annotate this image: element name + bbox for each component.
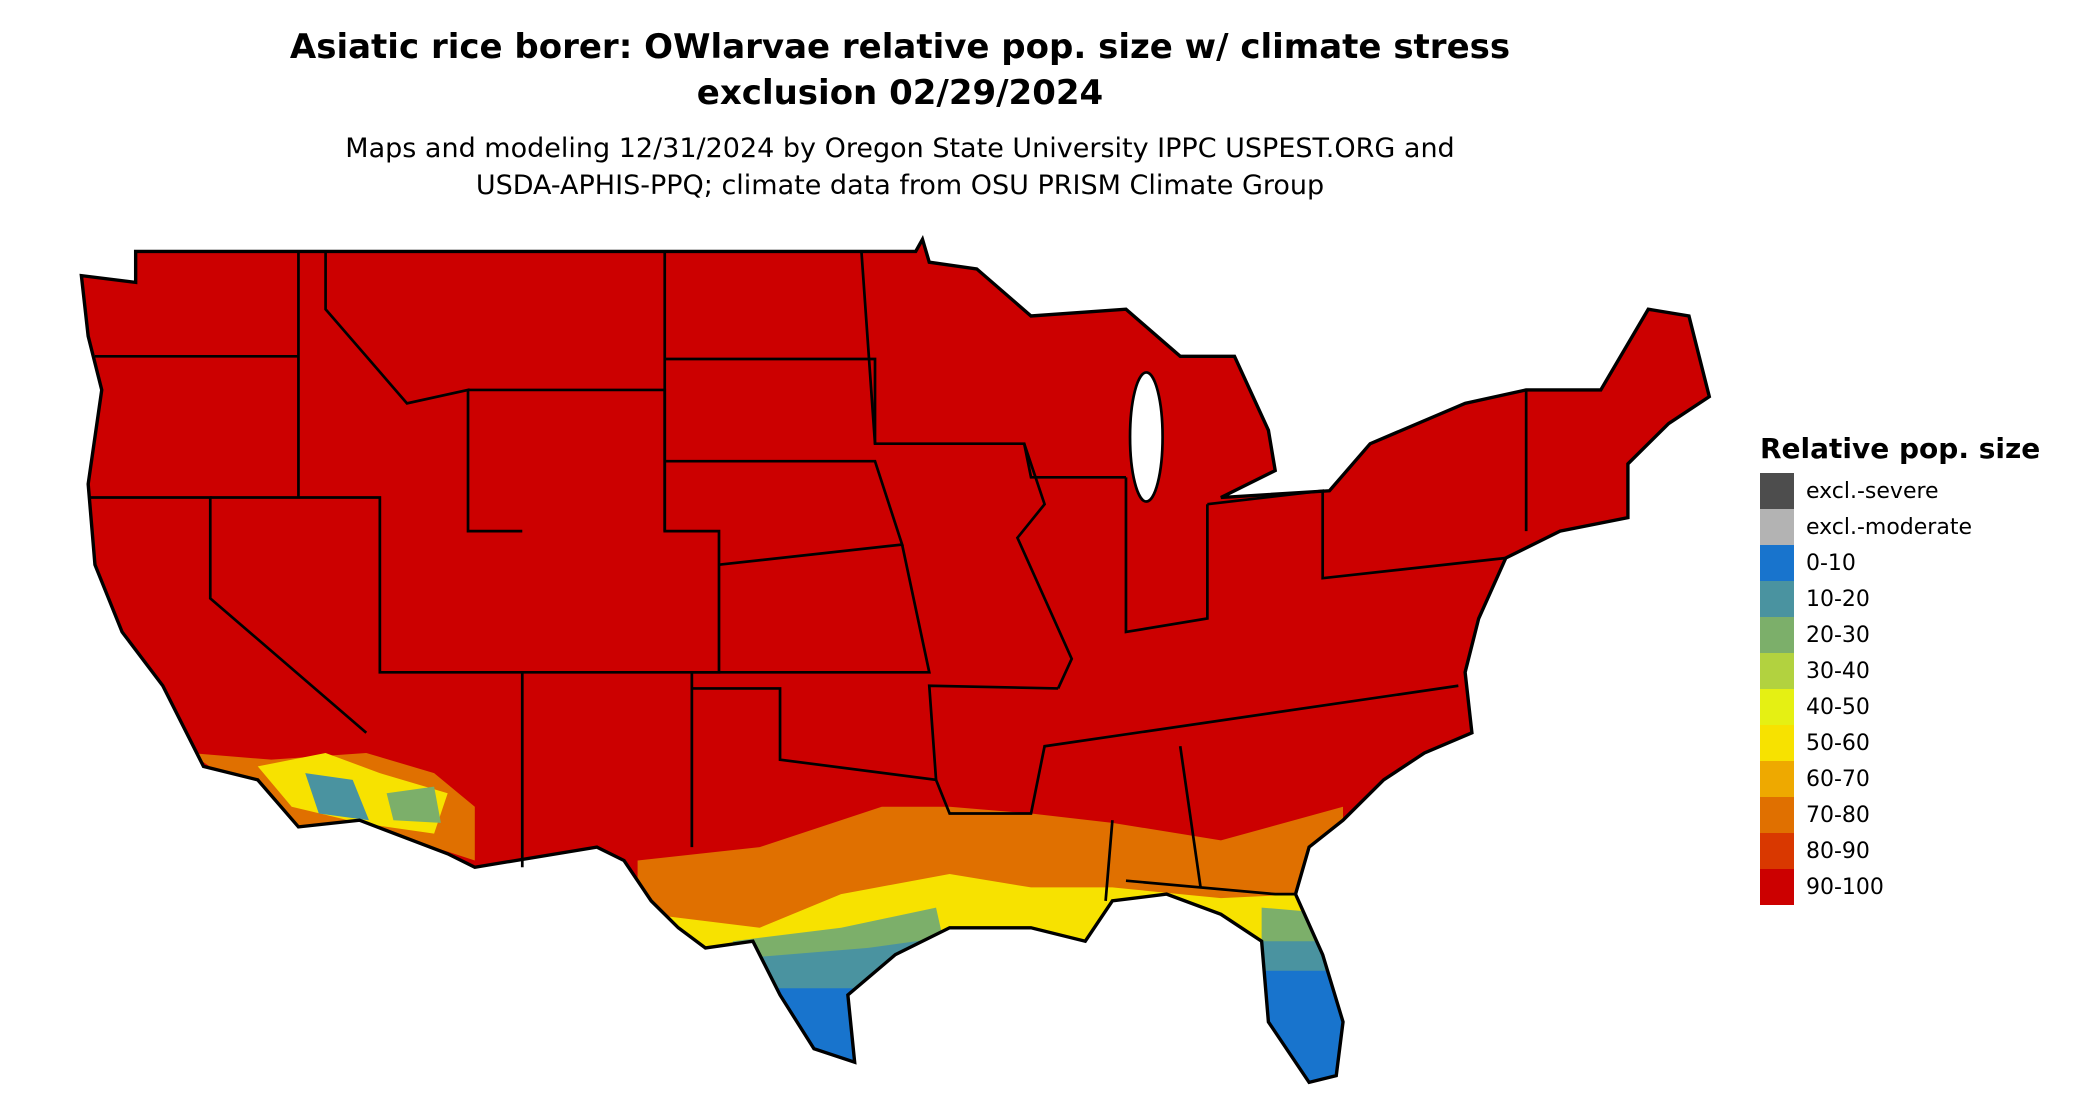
zone-sw-20-30 (386, 786, 441, 823)
legend-item: 50-60 (1760, 725, 2040, 761)
legend-label: 10-20 (1806, 586, 1870, 612)
legend-item: excl.-severe (1760, 473, 2040, 509)
legend-swatch (1760, 581, 1794, 617)
legend-swatch (1760, 689, 1794, 725)
legend-item: 70-80 (1760, 797, 2040, 833)
legend-label: 70-80 (1806, 802, 1870, 828)
legend-item: 0-10 (1760, 545, 2040, 581)
legend-swatch (1760, 833, 1794, 869)
legend-item: excl.-moderate (1760, 509, 2040, 545)
legend-swatch (1760, 545, 1794, 581)
legend-swatch (1760, 725, 1794, 761)
zone-sw-10-20 (305, 773, 369, 821)
zone-90-100 (81, 239, 1710, 1083)
zone-10-20 (752, 938, 937, 998)
legend-item: 20-30 (1760, 617, 2040, 653)
map-subtitle-line1: Maps and modeling 12/31/2024 by Oregon S… (345, 133, 1455, 164)
legend-swatch (1760, 761, 1794, 797)
map-title-line2: exclusion 02/29/2024 (696, 73, 1104, 113)
legend-label: excl.-severe (1806, 478, 1939, 504)
legend-item: 60-70 (1760, 761, 2040, 797)
legend-item: 10-20 (1760, 581, 2040, 617)
state-borders (88, 251, 1528, 901)
legend-swatch (1760, 653, 1794, 689)
legend-swatch (1760, 509, 1794, 545)
legend-title: Relative pop. size (1760, 432, 2041, 465)
legend-label: 20-30 (1806, 622, 1870, 648)
map-title-line1: Asiatic rice borer: OWlarvae relative po… (289, 27, 1511, 67)
legend-label: excl.-moderate (1806, 514, 1972, 540)
legend-swatch (1760, 797, 1794, 833)
legend-label: 50-60 (1806, 730, 1870, 756)
legend-item: 30-40 (1760, 653, 2040, 689)
legend-label: 90-100 (1806, 874, 1884, 900)
legend-swatch (1760, 617, 1794, 653)
legend-swatch (1760, 869, 1794, 905)
legend-label: 0-10 (1806, 550, 1856, 576)
lake-michigan (1128, 371, 1164, 503)
legend-label: 40-50 (1806, 694, 1870, 720)
legend-label: 80-90 (1806, 838, 1870, 864)
legend-label: 30-40 (1806, 658, 1870, 684)
legend-swatch (1760, 473, 1794, 509)
legend-label: 60-70 (1806, 766, 1870, 792)
legend-item: 40-50 (1760, 689, 2040, 725)
map-subtitle-line2: USDA-APHIS-PPQ; climate data from OSU PR… (475, 170, 1325, 201)
legend: Relative pop. size excl.-severe excl.-mod… (1760, 432, 2040, 905)
legend-item: 80-90 (1760, 833, 2040, 869)
legend-item: 90-100 (1760, 869, 2040, 905)
